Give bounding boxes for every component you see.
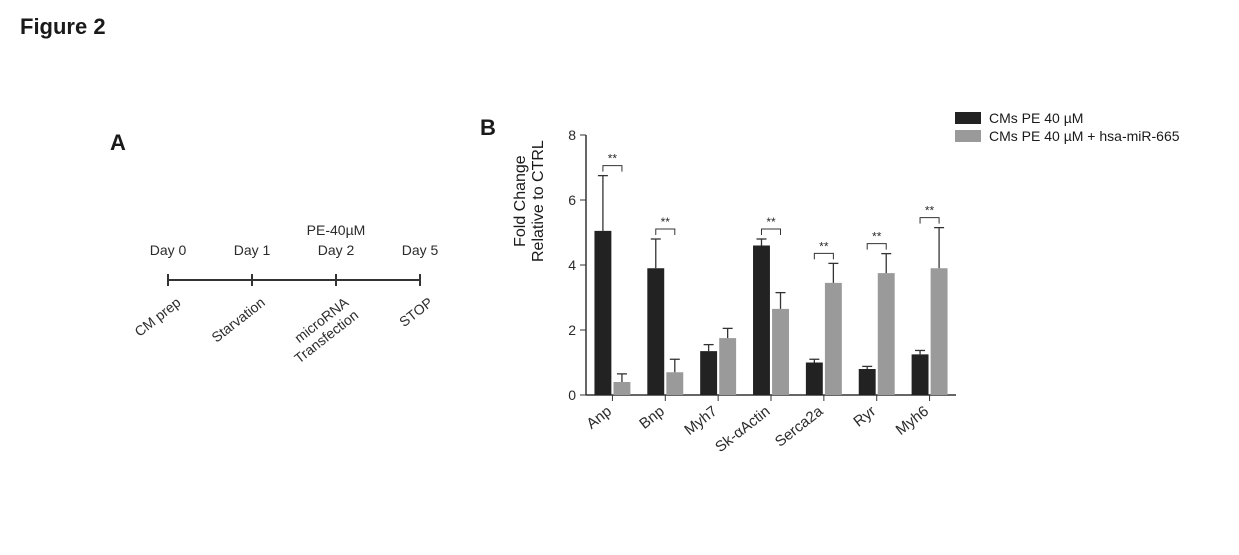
- figure-title: Figure 2: [20, 14, 106, 40]
- svg-text:8: 8: [568, 127, 576, 143]
- legend-swatch: [955, 130, 981, 142]
- panel-b-chart: 0 2 4 6 8 Anp Bnp Myh7Sk-αActinSerca2a Ryr Myh6 **…: [540, 115, 970, 510]
- timeline-pe-label: PE-40µM: [307, 222, 366, 238]
- chart-svg: 0 2 4 6 8 Anp Bnp Myh7Sk-αActinSerca2a Ryr Myh6 **…: [540, 115, 970, 505]
- timeline-svg: [150, 260, 440, 300]
- panel-b-label: B: [480, 115, 496, 141]
- svg-text:**: **: [608, 152, 618, 166]
- timeline-step-label: Starvation: [208, 294, 268, 345]
- legend-item: CMs PE 40 µM: [955, 110, 1180, 126]
- figure-container: Figure 2 A B PE-40µMDay 0CM prepDay 1Sta…: [0, 0, 1239, 555]
- panel-a-label: A: [110, 130, 126, 156]
- legend-item: CMs PE 40 µM + hsa-miR-665: [955, 128, 1180, 144]
- timeline-step-label: microRNATransfection: [282, 294, 362, 366]
- legend-label: CMs PE 40 µM: [989, 110, 1083, 126]
- legend: CMs PE 40 µM CMs PE 40 µM + hsa-miR-665: [955, 110, 1180, 146]
- svg-text:Myh7: Myh7: [681, 403, 720, 439]
- timeline-step-label: CM prep: [132, 294, 184, 340]
- svg-text:**: **: [819, 239, 829, 253]
- timeline-day-label: Day 0: [150, 242, 187, 258]
- timeline-day-label: Day 5: [402, 242, 439, 258]
- svg-text:Anp: Anp: [583, 403, 615, 433]
- timeline-day-label: Day 1: [234, 242, 271, 258]
- legend-swatch: [955, 112, 981, 124]
- svg-text:4: 4: [568, 257, 576, 273]
- y-axis-label-line1: Fold Change: [512, 140, 530, 262]
- svg-text:0: 0: [568, 387, 576, 403]
- svg-text:Sk-αActin: Sk-αActin: [712, 403, 773, 456]
- svg-text:Ryr: Ryr: [850, 403, 879, 431]
- svg-text:**: **: [661, 215, 671, 229]
- svg-text:6: 6: [568, 192, 576, 208]
- svg-text:2: 2: [568, 322, 576, 338]
- panel-a-timeline: PE-40µMDay 0CM prepDay 1StarvationDay 2m…: [150, 260, 440, 380]
- svg-text:Bnp: Bnp: [636, 403, 668, 433]
- svg-text:Serca2a: Serca2a: [772, 402, 827, 450]
- svg-text:**: **: [766, 215, 776, 229]
- y-axis-label-line2: Relative to CTRL: [530, 140, 548, 262]
- svg-text:**: **: [925, 204, 935, 218]
- timeline-day-label: Day 2: [318, 242, 355, 258]
- legend-label: CMs PE 40 µM + hsa-miR-665: [989, 128, 1180, 144]
- svg-text:Myh6: Myh6: [893, 403, 932, 439]
- y-axis-label: Fold Change Relative to CTRL: [512, 140, 549, 262]
- svg-text:**: **: [872, 230, 882, 244]
